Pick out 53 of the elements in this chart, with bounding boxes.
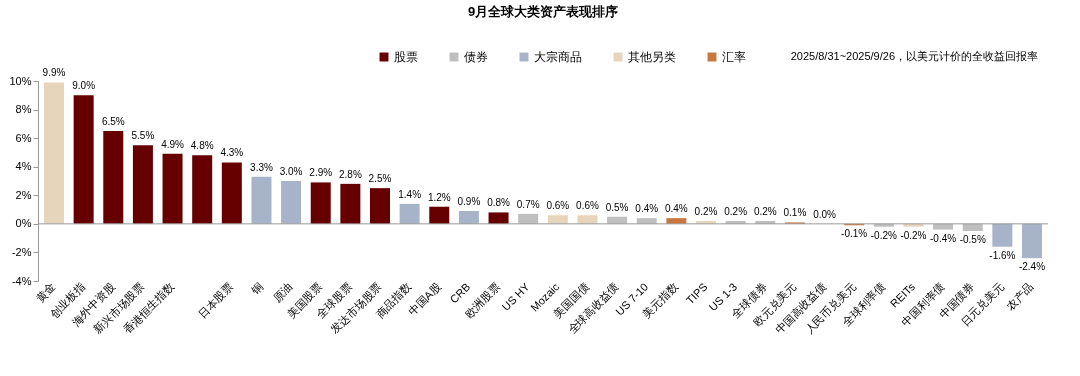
data-label: 6.5% xyxy=(101,116,125,127)
data-label: 0.0% xyxy=(813,208,837,220)
data-label: 4.8% xyxy=(190,140,214,152)
data-label: 2.5% xyxy=(368,173,392,185)
data-label: 0.7% xyxy=(516,198,540,210)
data-label: -0.5% xyxy=(959,234,986,245)
data-label: 0.4% xyxy=(635,203,659,215)
legend-label: 股票 xyxy=(394,50,418,64)
x-tick-label: 铜 xyxy=(248,280,265,298)
data-label: 4.3% xyxy=(220,147,244,159)
data-label: 0.4% xyxy=(664,203,688,215)
data-label: 1.2% xyxy=(427,191,451,203)
data-label: 1.4% xyxy=(398,188,422,200)
data-label: 3.0% xyxy=(279,166,303,177)
y-tick-label: 6% xyxy=(15,131,32,144)
data-label: 4.9% xyxy=(161,138,185,150)
data-label: 2.9% xyxy=(309,167,333,179)
data-label: -1.6% xyxy=(989,249,1016,261)
data-label: -0.1% xyxy=(841,228,868,240)
text: 2025/8/31~2025/9/26，以美元计价的全收益回报率 xyxy=(790,50,1038,62)
data-label: 0.9% xyxy=(457,196,481,207)
y-tick-label: -4% xyxy=(11,274,32,287)
data-label: 5.5% xyxy=(131,130,155,142)
y-tick-label: 10% xyxy=(9,74,32,87)
legend-label: 大宗商品 xyxy=(534,50,582,64)
data-label: 0.6% xyxy=(576,200,599,212)
x-tick-label: 日本股票 xyxy=(195,280,236,321)
data-label: 0.5% xyxy=(605,201,629,213)
y-tick-label: -2% xyxy=(11,245,32,258)
legend-label: 其他另类 xyxy=(628,50,676,64)
data-label: 9.0% xyxy=(72,80,96,92)
data-label: -0.2% xyxy=(870,229,897,241)
data-label: 2.8% xyxy=(338,168,362,180)
data-label: 0.1% xyxy=(783,207,807,219)
legend-label: 债券 xyxy=(464,50,488,64)
data-label: 0.2% xyxy=(753,206,777,217)
y-tick-label: 4% xyxy=(15,160,32,173)
chart-title: 9月全球大类资产表现排序 xyxy=(467,4,619,19)
data-label: 0.2% xyxy=(694,206,718,217)
data-label: 0.6% xyxy=(546,200,570,212)
data-label: 9.9% xyxy=(42,67,66,79)
data-label: -0.2% xyxy=(900,229,927,241)
y-tick-label: 0% xyxy=(15,217,32,230)
legend-label: 汇率 xyxy=(722,50,746,64)
data-label: 3.3% xyxy=(250,161,273,173)
data-label: 0.8% xyxy=(487,197,511,209)
data-label: -0.4% xyxy=(930,232,957,244)
y-tick-label: 2% xyxy=(15,188,32,201)
x-tick-label: 黄金 xyxy=(33,280,58,305)
y-tick-label: 8% xyxy=(15,103,32,116)
data-label: -2.4% xyxy=(1018,261,1046,273)
x-tick-label: 原油 xyxy=(270,280,295,305)
data-label: 0.2% xyxy=(724,206,748,217)
